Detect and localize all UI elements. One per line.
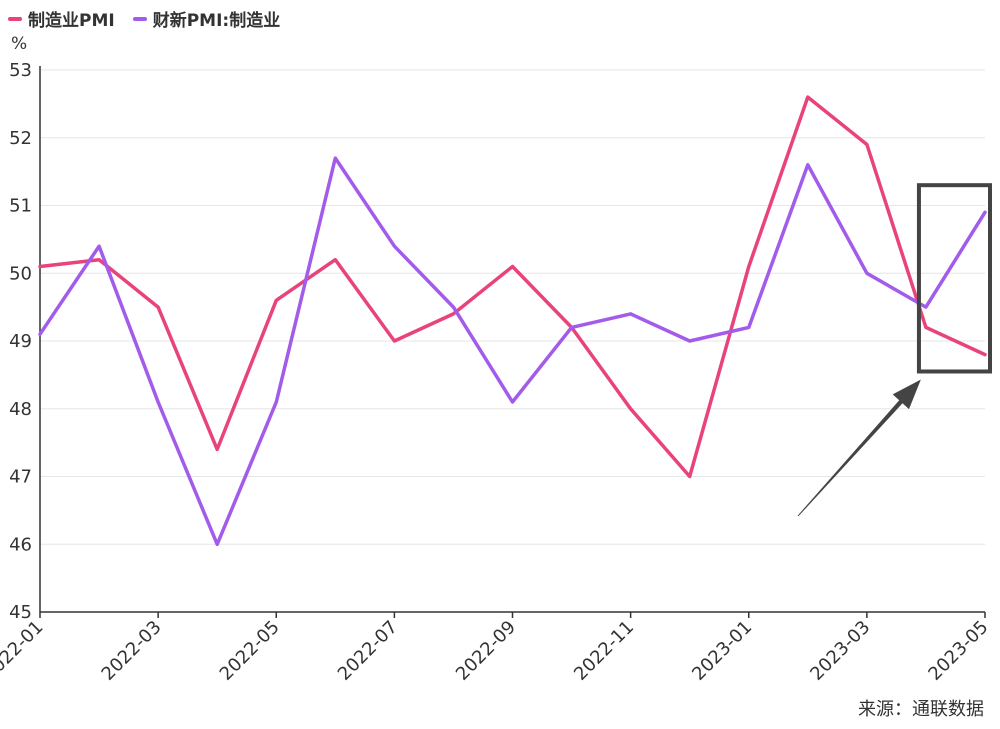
y-tick-label: 47: [9, 467, 32, 488]
series-line-caixin-pmi: [38, 156, 987, 547]
legend-item-caixin-pmi: 财新PMI:制造业: [132, 6, 281, 31]
series-lines: [38, 95, 987, 547]
x-tick-label: 2023-03: [806, 617, 874, 685]
legend-label-caixin-pmi: 财新PMI:制造业: [152, 11, 281, 31]
x-tick-label: 2022-05: [216, 617, 284, 685]
legend-swatch-caixin-pmi: [132, 16, 147, 21]
y-tick-label: 52: [9, 128, 32, 149]
annotation: [797, 183, 992, 517]
x-tick-label: 2022-03: [98, 617, 166, 685]
y-tick-label: 45: [9, 602, 32, 623]
source-note: 来源：通联数据: [858, 699, 984, 720]
y-tick-label: 51: [9, 196, 32, 217]
x-tick-label: 2023-01: [688, 617, 756, 685]
axes: [39, 66, 985, 613]
grid-lines: [40, 69, 985, 545]
y-tick-label: 50: [9, 263, 32, 284]
x-axis-ticks: 2022-01 2022-03 2022-05 2022-07 2022-09 2022-…: [0, 612, 993, 685]
x-tick-label: 2023-05: [924, 617, 992, 685]
series-line-manufacturing-pmi: [38, 95, 987, 479]
y-axis-unit: %: [11, 34, 28, 54]
legend-swatch-manufacturing-pmi: [8, 16, 22, 21]
y-tick-label: 49: [9, 331, 32, 352]
x-tick-label: 2022-01: [0, 617, 48, 685]
y-tick-label: 48: [9, 399, 32, 420]
y-tick-label: 46: [9, 534, 32, 555]
legend: 制造业PMI 财新PMI:制造业: [8, 6, 280, 31]
y-tick-label: 53: [9, 60, 32, 81]
x-tick-label: 2022-07: [334, 617, 402, 685]
legend-label-manufacturing-pmi: 制造业PMI: [28, 11, 115, 31]
x-tick-label: 2022-11: [570, 617, 638, 685]
y-axis-ticks: 45 46 47 48 49 50 51 52 53: [9, 60, 32, 623]
legend-item-manufacturing-pmi: 制造业PMI: [8, 6, 115, 31]
x-tick-label: 2022-09: [452, 617, 520, 685]
annotation-box: [916, 183, 992, 374]
annotation-arrow: [797, 379, 921, 517]
